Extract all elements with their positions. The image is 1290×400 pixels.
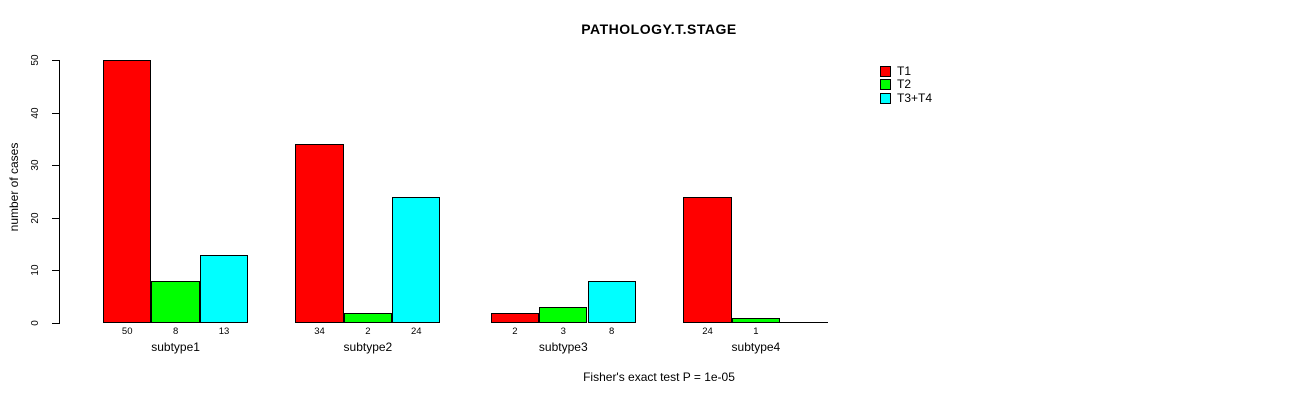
- bar-value-label: 2: [512, 326, 518, 337]
- legend-swatch: [880, 79, 891, 91]
- y-tick-mark: [52, 165, 59, 166]
- bar-value-label: 13: [218, 326, 230, 337]
- bar-value-label: 3: [560, 326, 566, 337]
- bar-value-label: 8: [609, 326, 615, 337]
- bar: [490, 312, 540, 323]
- y-tick-label: 0: [30, 320, 41, 326]
- y-tick-label: 30: [30, 159, 41, 171]
- bar: [295, 144, 344, 323]
- y-tick-label: 10: [30, 264, 41, 276]
- y-axis-label: number of cases: [7, 142, 21, 232]
- bar: [683, 196, 732, 323]
- category-label: subtype2: [343, 340, 393, 354]
- y-tick-mark: [52, 323, 59, 324]
- y-tick-mark: [52, 113, 59, 114]
- legend-label: T1: [897, 64, 912, 78]
- y-tick-label: 50: [30, 54, 41, 66]
- y-tick-mark: [52, 270, 59, 271]
- bar-value-label: 50: [121, 326, 133, 337]
- category-label: subtype1: [151, 340, 200, 354]
- legend-label: T2: [897, 77, 912, 92]
- y-tick-label: 20: [30, 212, 41, 224]
- bar: [343, 312, 393, 323]
- bar: [103, 60, 152, 323]
- y-tick-mark: [52, 218, 59, 219]
- legend-swatch: [880, 66, 891, 77]
- bar: [539, 307, 588, 323]
- bar-value-label: 2: [365, 326, 371, 337]
- legend-swatch: [880, 92, 891, 104]
- bar-value-label: 8: [172, 326, 179, 337]
- bar-value-label: 34: [314, 326, 325, 337]
- y-tick-mark: [52, 60, 59, 61]
- bar-zero-baseline: [780, 322, 829, 323]
- y-axis-line: [59, 60, 60, 324]
- bar-value-label: 24: [411, 326, 422, 337]
- chart-caption: Fisher's exact test P = 1e-05: [583, 370, 735, 384]
- bar: [731, 317, 781, 323]
- bar: [392, 196, 441, 323]
- legend-label: T3+T4: [897, 90, 933, 105]
- y-tick-label: 40: [30, 107, 41, 119]
- bar: [587, 280, 636, 323]
- chart-title: PATHOLOGY.T.STAGE: [581, 21, 737, 37]
- bar-value-label: 24: [702, 326, 713, 337]
- bar-value-label: 1: [753, 326, 759, 337]
- category-label: subtype3: [538, 340, 588, 354]
- bar: [199, 254, 249, 323]
- bar: [151, 280, 200, 323]
- category-label: subtype4: [731, 340, 781, 354]
